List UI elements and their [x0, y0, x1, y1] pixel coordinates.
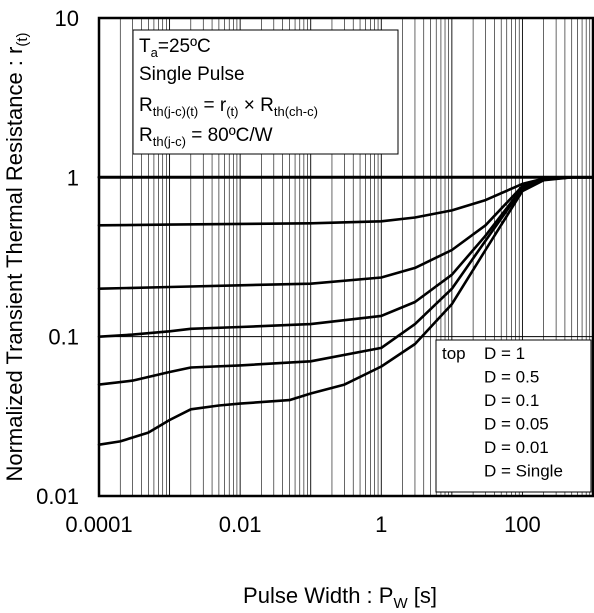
- y-axis-title: Normalized Transient Thermal Resistance …: [2, 32, 31, 481]
- legend-entry: D = 0.1: [484, 391, 539, 410]
- legend-entry: D = Single: [484, 462, 563, 481]
- legend-entry: D = 0.5: [484, 368, 539, 387]
- legend-box: [435, 339, 592, 493]
- x-tick-label: 0.01: [219, 512, 262, 537]
- y-tick-label: 1: [67, 165, 79, 190]
- x-tick-label: 100: [504, 512, 541, 537]
- y-tick-label: 0.1: [48, 325, 79, 350]
- legend-entry: D = 0.05: [484, 415, 549, 434]
- x-tick-label: 0.0001: [65, 512, 132, 537]
- y-tick-labels: 10 1 0.1 0.01: [36, 6, 79, 509]
- plot-frame: [97, 16, 594, 498]
- legend-header: top: [442, 344, 466, 363]
- series-lines: [97, 175, 594, 447]
- y-tick-label: 0.01: [36, 484, 79, 509]
- x-tick-labels: 0.0001 0.01 1 100: [65, 512, 540, 537]
- y-tick-label: 10: [55, 6, 79, 31]
- x-tick-label: 1: [375, 512, 387, 537]
- legend-entry: D = 1: [484, 344, 525, 363]
- legend-entry: D = 0.01: [484, 438, 549, 457]
- legend-entries: D = 1 D = 0.5 D = 0.1 D = 0.05 D = 0.01 D = S…: [484, 344, 563, 481]
- annotation-rth-value: Rth(j-c) = 80ºC/W: [139, 125, 273, 149]
- annotation-box: [132, 29, 399, 155]
- annotation-single-pulse: Single Pulse: [139, 64, 245, 85]
- x-axis-title: Pulse Width : PW [s]: [243, 583, 437, 612]
- annotation-rth-formula: Rth(j-c)(t) = r(t) × Rth(ch-c): [139, 95, 318, 119]
- annotation-ambient-temp: Ta=25ºC: [139, 36, 211, 60]
- series-line-6: [97, 176, 594, 447]
